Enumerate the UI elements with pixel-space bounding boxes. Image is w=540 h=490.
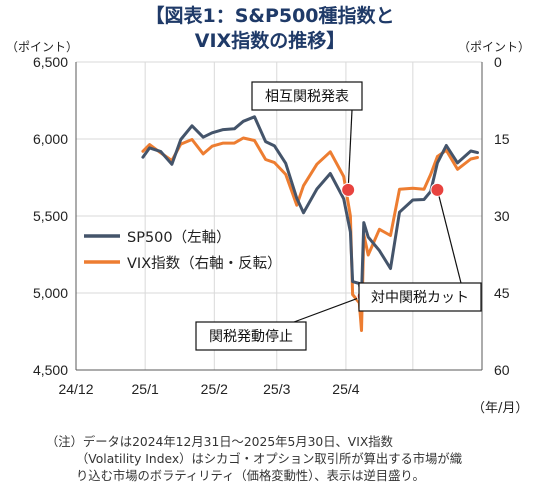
callout-leader-line: [347, 109, 353, 190]
left-axis-unit: （ポイント）: [6, 40, 79, 54]
legend-sp500-label: SP500（左軸）: [127, 229, 231, 246]
event-marker: [430, 182, 445, 197]
chart-title-line2: VIX指数の推移】: [194, 30, 346, 52]
left-tick-label: 5,000: [33, 285, 68, 301]
x-tick-label: 25/2: [201, 381, 228, 397]
x-tick-label: 25/1: [132, 381, 159, 397]
sp500-series-line: [141, 115, 479, 298]
callout-label: 対中関税カット: [371, 290, 469, 306]
footnote: （注）データは2024年12月31日～2025年5月30日、VIX指数 （Vol…: [46, 434, 526, 485]
legend: SP500（左軸） VIX指数（右軸・反転）: [84, 229, 282, 272]
callout-box: [195, 321, 307, 351]
x-tick-label: 25/4: [332, 381, 359, 397]
x-tick-label: 25/3: [263, 381, 290, 397]
tick-labels: 24/12 25/1 25/2 25/3 25/4 （年/月） 6,500 6,000 5,50…: [33, 54, 528, 416]
right-tick-label: 15: [494, 131, 510, 147]
footnote-line3: り込む市場のボラティリティ（価格変動性）、表示は逆目盛り。: [76, 469, 425, 483]
footnote-line1: （注）データは2024年12月31日～2025年5月30日、VIX指数: [46, 435, 393, 449]
event-marker: [341, 182, 356, 197]
left-tick-label: 6,000: [33, 131, 68, 147]
callout-box: [358, 282, 482, 312]
right-tick-label: 0: [494, 54, 502, 70]
callout-leader-line: [293, 295, 364, 323]
right-tick-label: 45: [494, 285, 510, 301]
axes: [75, 62, 483, 371]
left-tick-label: 6,500: [33, 54, 68, 70]
left-tick-label: 4,500: [33, 362, 68, 378]
footnote-line2: （Volatility Index）はシカゴ・オプション取引所が算出する市場が織: [76, 452, 462, 466]
right-tick-label: 60: [494, 362, 510, 378]
chart-title-line1: 【図表1：S&P500種指数と: [145, 5, 395, 27]
callout-box: [251, 81, 363, 111]
callout-label: 相互関税発表: [265, 89, 349, 105]
x-tick-label: 24/12: [58, 381, 93, 397]
vix-series-line: [141, 136, 479, 332]
callout-label: 関税発動停止: [209, 328, 293, 345]
legend-vix-label: VIX指数（右軸・反転）: [127, 255, 282, 272]
chart-svg: 24/12 25/1 25/2 25/3 25/4 （年/月） 6,500 6,000 5,50…: [33, 54, 528, 416]
left-tick-label: 5,500: [33, 208, 68, 224]
right-tick-label: 30: [494, 208, 510, 224]
callout-leader-line: [436, 189, 462, 284]
series-layer: [141, 115, 479, 332]
x-axis-unit: （年/月）: [472, 401, 528, 416]
right-axis-unit: （ポイント）: [458, 40, 531, 54]
